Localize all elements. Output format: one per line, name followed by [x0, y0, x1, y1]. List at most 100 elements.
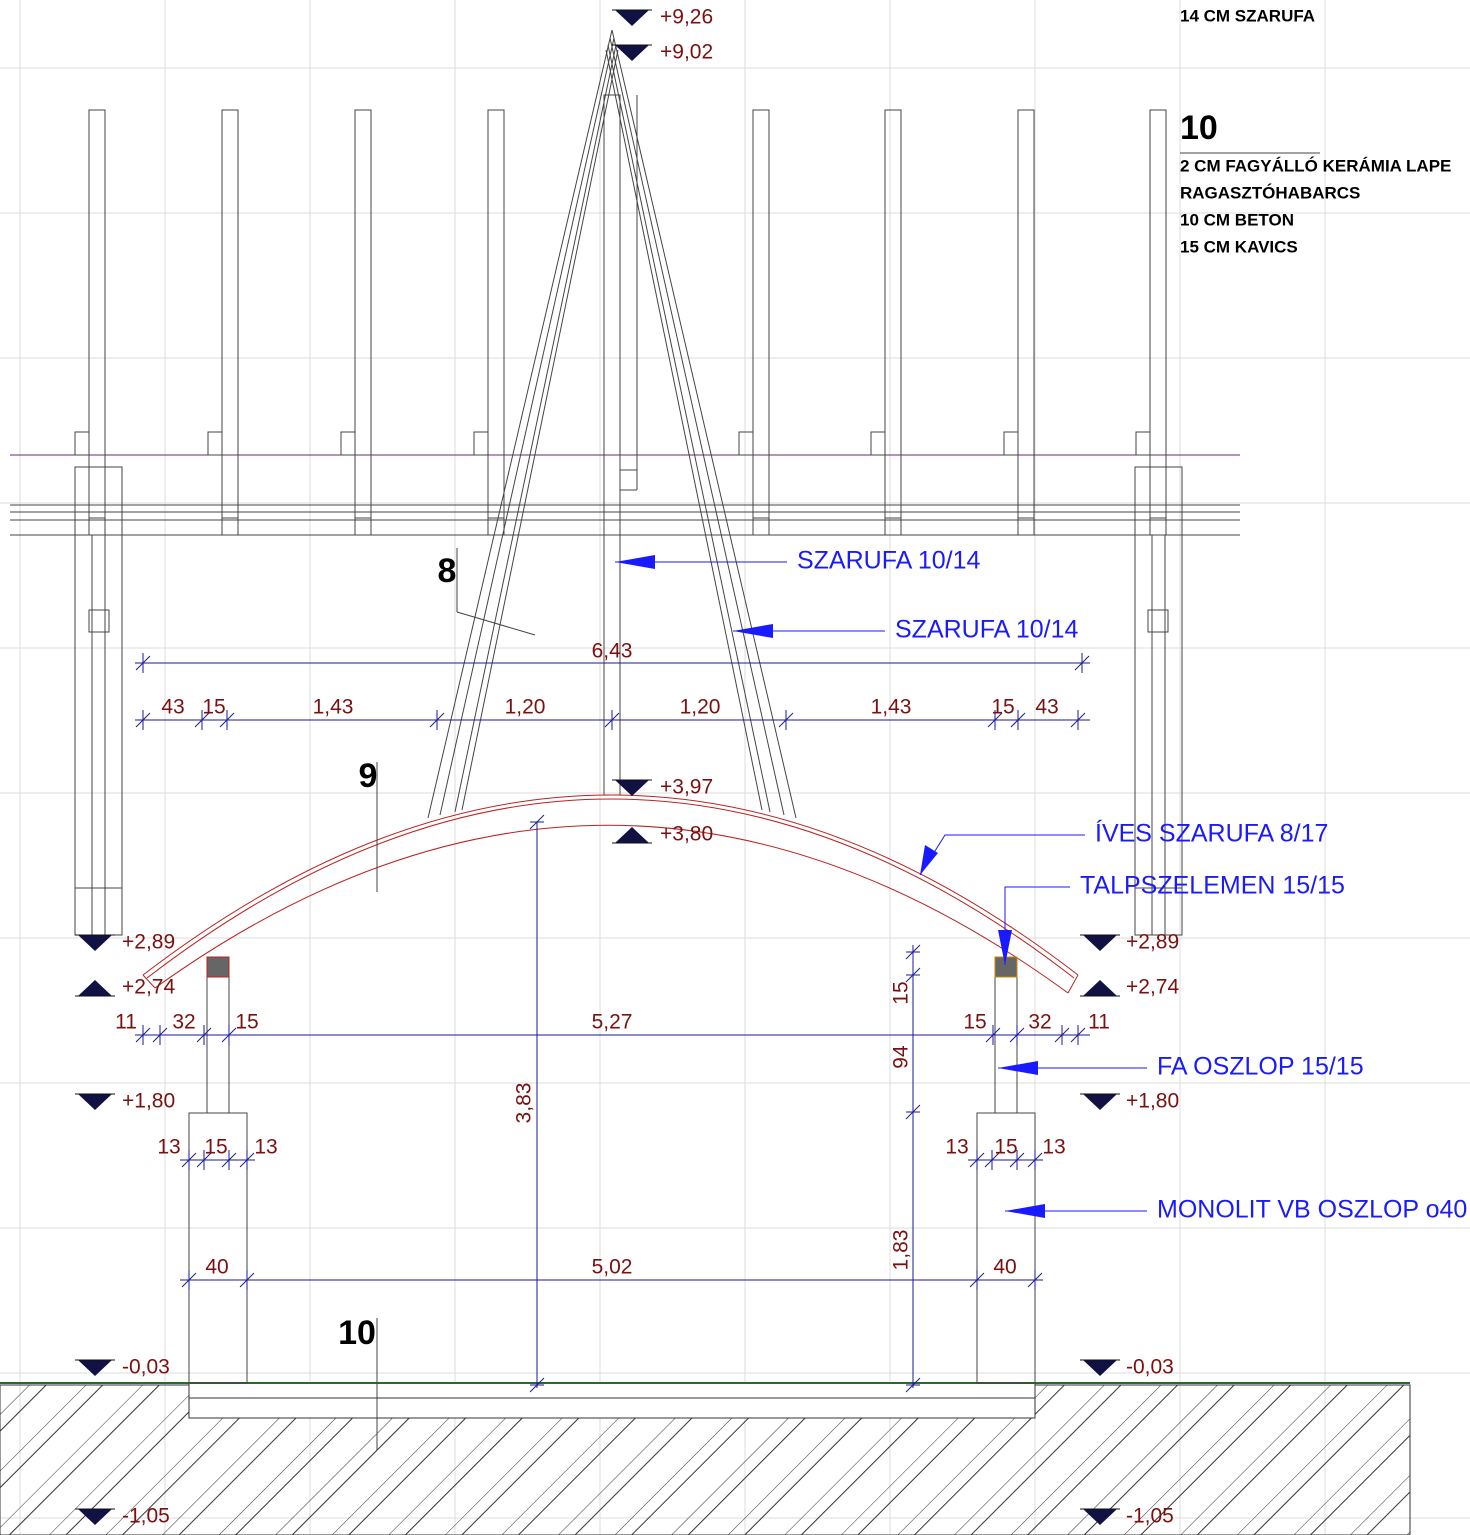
level-marker: [78, 935, 112, 951]
dim-label: 1,83: [890, 1230, 913, 1271]
level-label: +2,89: [1126, 931, 1179, 954]
dim-label: 43: [161, 696, 184, 719]
dim-tick: [1009, 1027, 1025, 1043]
level-marker: [615, 827, 649, 843]
rafter: [1017, 109, 1035, 536]
dim-label: 15: [890, 981, 913, 1004]
dim-tick: [135, 712, 151, 728]
dim-tick: [1010, 712, 1026, 728]
rafter-end: [74, 431, 90, 456]
level-label: +2,89: [122, 931, 175, 954]
dim-label: 11: [1088, 1011, 1110, 1034]
structure: [10, 29, 1320, 1450]
dim-tick: [221, 1152, 237, 1168]
dim-label: 15: [235, 1011, 258, 1034]
level-label: +1,80: [1126, 1090, 1179, 1113]
dim-tick: [905, 1104, 921, 1120]
callout-arrow: [998, 930, 1012, 965]
dim-label: 6,43: [592, 640, 633, 663]
dim-tick: [219, 712, 235, 728]
annotations: +9,26 +9,02 +3,97 +3,80 +2,89 +2,74 +2,89 +2,74…: [75, 6, 1467, 1528]
dim-tick: [1027, 1152, 1043, 1168]
level-marker: [615, 45, 649, 61]
dim-tick: [196, 1152, 212, 1168]
rafter-foot: [221, 517, 239, 536]
dim-tick: [529, 1377, 545, 1393]
dim-label: 94: [890, 1045, 913, 1069]
dimension-lines: [135, 662, 1090, 1388]
level-label: +3,97: [660, 776, 713, 799]
callout-arrow: [998, 1061, 1038, 1075]
rafter-foot: [1017, 517, 1035, 536]
dim-tick: [1009, 1152, 1025, 1168]
level-marker: [78, 980, 112, 996]
dim-tick: [1027, 1272, 1043, 1288]
dim-label: 1,20: [680, 696, 721, 719]
dim-label: 5,02: [592, 1256, 633, 1279]
dim-tick: [1074, 655, 1090, 671]
callout-line: [919, 834, 1085, 876]
dim-label: 32: [1028, 1011, 1051, 1034]
dim-tick: [529, 814, 545, 830]
rafter-end: [473, 431, 489, 456]
dim-tick: [905, 1377, 921, 1393]
level-marker: [1083, 935, 1117, 951]
level-label: -1,05: [1126, 1505, 1174, 1528]
dim-label: 43: [1035, 696, 1058, 719]
section-marker: 8: [438, 552, 457, 590]
layer-line: 15 CM KAVICS: [1180, 237, 1298, 256]
dim-tick: [969, 1152, 985, 1168]
rafter: [752, 109, 770, 536]
rafter-foot: [354, 517, 372, 536]
rafter: [88, 109, 106, 536]
rafter-foot: [88, 517, 106, 536]
dim-tick: [181, 1152, 197, 1168]
rafter-end: [340, 431, 356, 456]
level-marker: [78, 1509, 112, 1525]
callout-label: ÍVES SZARUFA 8/17: [1095, 819, 1328, 848]
dim-tick: [194, 712, 210, 728]
rafter: [487, 109, 505, 536]
dim-label: 13: [157, 1136, 180, 1159]
dim-tick: [984, 1152, 1000, 1168]
dim-tick: [1070, 712, 1086, 728]
level-label: +2,74: [122, 976, 175, 999]
level-label: -0,03: [1126, 1356, 1174, 1379]
dim-label: 13: [945, 1136, 968, 1159]
level-label: +3,80: [660, 823, 713, 846]
layer-line: 2 CM FAGYÁLLÓ KERÁMIA LAPE: [1180, 156, 1451, 175]
dim-label: 11: [115, 1011, 137, 1034]
callout-label: SZARUFA 10/14: [895, 616, 1079, 644]
rafter: [884, 109, 902, 536]
level-label: +1,80: [122, 1090, 175, 1113]
dim-label: 15: [202, 696, 225, 719]
slab: [188, 1382, 1036, 1419]
callout-arrow: [733, 624, 773, 638]
dim-tick: [135, 655, 151, 671]
level-label: +2,74: [1126, 976, 1179, 999]
dim-tick: [239, 1272, 255, 1288]
callout-label: TALPSZELEMEN 15/15: [1080, 872, 1345, 900]
layer-number: 10: [1180, 109, 1218, 147]
callout-label: FA OSZLOP 15/15: [1157, 1053, 1364, 1081]
dim-tick: [604, 712, 620, 728]
rafter: [354, 109, 372, 536]
rafter-end: [870, 431, 886, 456]
callout-label: SZARUFA 10/14: [797, 547, 981, 575]
level-marker: [615, 10, 649, 26]
dim-tick: [181, 1272, 197, 1288]
rafter-foot: [487, 517, 505, 536]
level-marker: [1083, 1360, 1117, 1376]
level-marker: [1083, 1094, 1117, 1110]
dim-tick: [1070, 1027, 1086, 1043]
rafter-foot: [884, 517, 902, 536]
callout-line: [1004, 886, 1070, 965]
level-marker: [1083, 1509, 1117, 1525]
layer-title: 14 CM SZARUFA: [1180, 6, 1315, 25]
level-marker: [78, 1360, 112, 1376]
dim-tick: [905, 967, 921, 983]
section-marker: 10: [338, 1314, 376, 1352]
section-marker: 9: [359, 757, 378, 795]
dim-label: 5,27: [592, 1011, 633, 1034]
